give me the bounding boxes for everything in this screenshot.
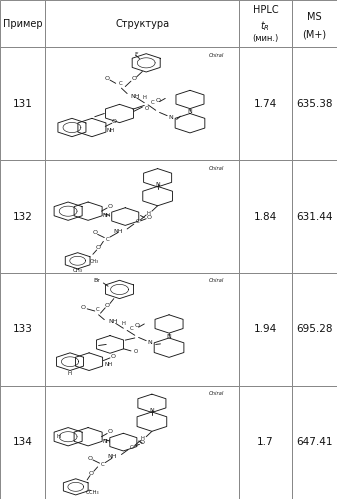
Bar (239, 160, 292, 273)
Bar (0, 47, 45, 160)
Bar (0, 386, 45, 499)
Bar (45, 0, 239, 47)
Bar (292, 273, 337, 386)
Bar (292, 160, 337, 273)
Bar (239, 273, 292, 386)
Bar (0, 47, 45, 160)
Bar (45, 386, 239, 499)
Text: 647.41: 647.41 (296, 437, 333, 447)
Text: 134: 134 (13, 437, 33, 447)
Bar (0, 386, 45, 499)
Text: 695.28: 695.28 (296, 324, 333, 334)
Text: (M+): (M+) (302, 29, 326, 39)
Text: HPLC: HPLC (252, 5, 278, 15)
Bar (0, 160, 45, 273)
Text: 1.94: 1.94 (254, 324, 277, 334)
Bar (45, 273, 239, 386)
Bar (45, 0, 239, 47)
Bar (292, 386, 337, 499)
Bar (239, 160, 292, 273)
Bar (239, 273, 292, 386)
Text: 133: 133 (13, 324, 33, 334)
Text: 132: 132 (13, 212, 33, 222)
Bar (45, 47, 239, 160)
Text: Структура: Структура (115, 18, 170, 29)
Bar (239, 0, 292, 47)
Bar (45, 386, 239, 499)
Bar (239, 47, 292, 160)
Text: 131: 131 (13, 99, 33, 109)
Bar (0, 0, 45, 47)
Bar (292, 386, 337, 499)
Bar (45, 273, 239, 386)
Bar (239, 386, 292, 499)
Bar (0, 0, 45, 47)
Bar (45, 47, 239, 160)
Text: 1.74: 1.74 (254, 99, 277, 109)
Bar (45, 160, 239, 273)
Bar (292, 160, 337, 273)
Bar (45, 160, 239, 273)
Bar (0, 160, 45, 273)
Text: MS: MS (307, 11, 321, 21)
Text: (мин.): (мин.) (252, 34, 278, 43)
Bar (292, 0, 337, 47)
Bar (292, 0, 337, 47)
Bar (0, 273, 45, 386)
Text: $t_R$: $t_R$ (261, 19, 270, 33)
Text: Пример: Пример (3, 18, 42, 29)
Text: 1.84: 1.84 (254, 212, 277, 222)
Text: 635.38: 635.38 (296, 99, 333, 109)
Text: 1.7: 1.7 (257, 437, 274, 447)
Bar (292, 273, 337, 386)
Bar (239, 47, 292, 160)
Bar (0, 273, 45, 386)
Bar (292, 47, 337, 160)
Text: 631.44: 631.44 (296, 212, 333, 222)
Bar (239, 386, 292, 499)
Bar (292, 47, 337, 160)
Bar (239, 0, 292, 47)
